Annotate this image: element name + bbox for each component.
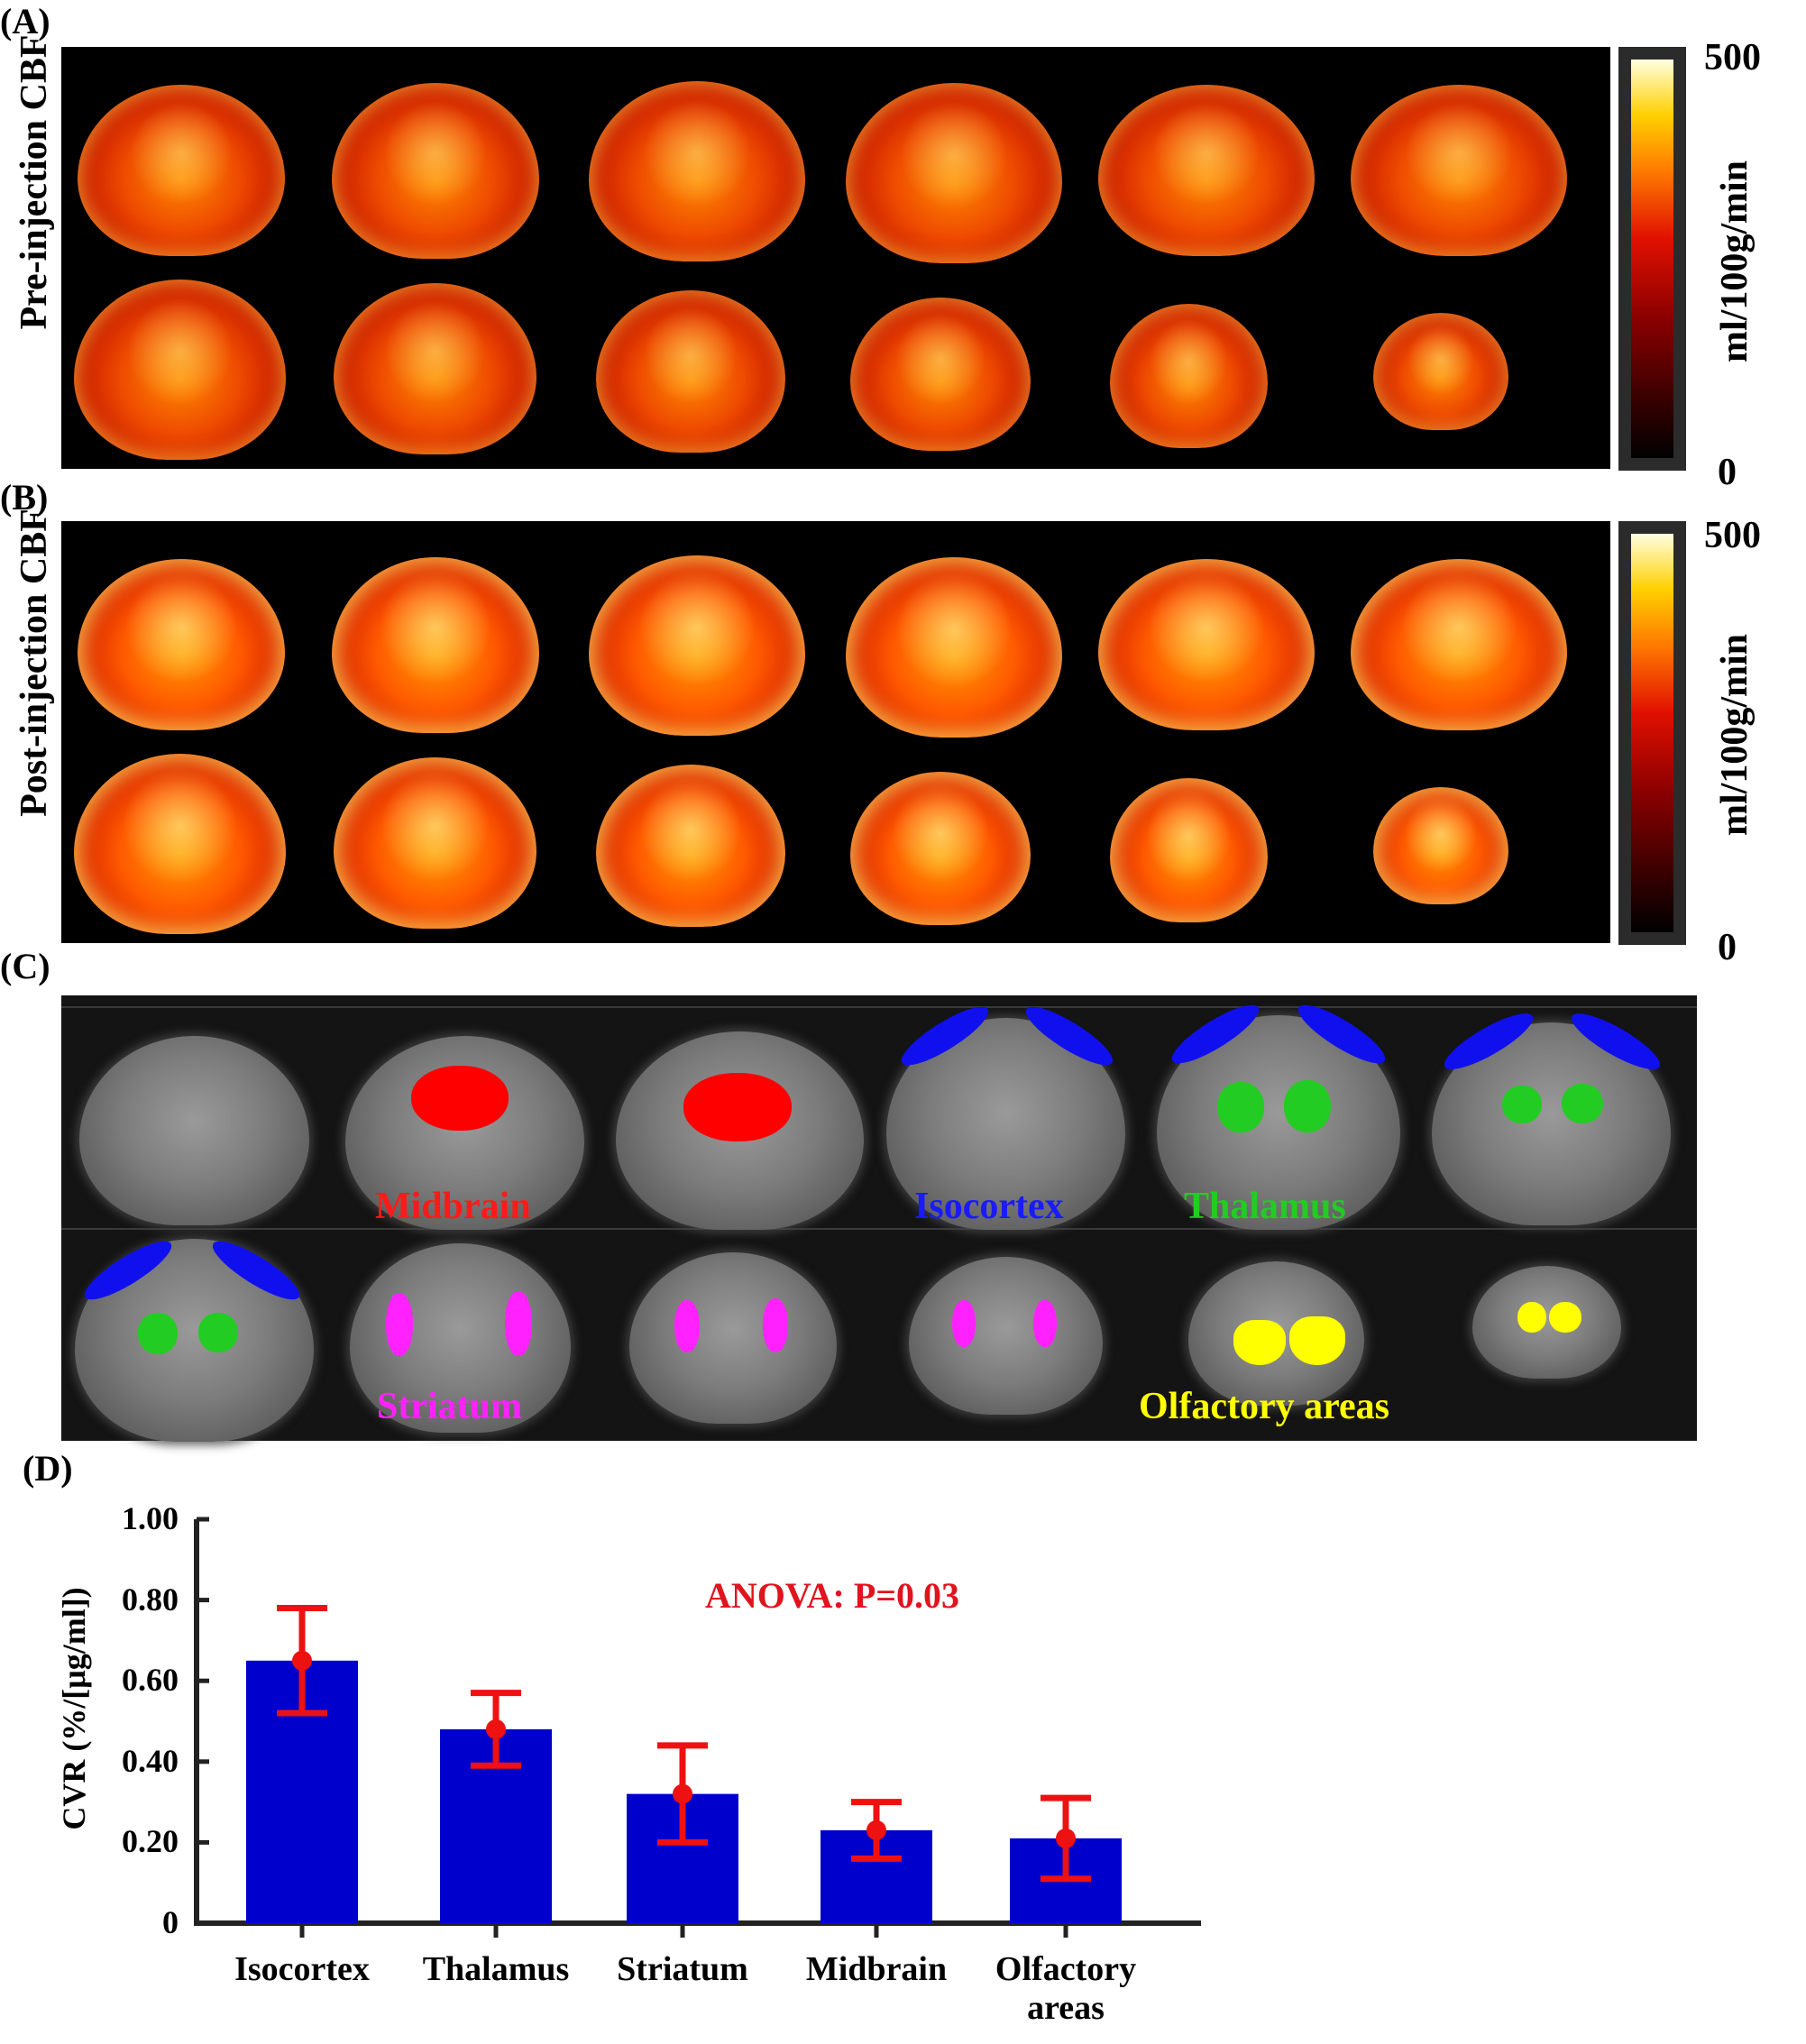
cbf-slice xyxy=(850,298,1031,451)
y-axis-label: CVR (%/[μg/ml]) xyxy=(56,1587,92,1830)
x-tick-label: Striatum xyxy=(617,1950,748,1988)
panel-b-ylabel: Post-injection CBF xyxy=(14,509,55,817)
mri-slice xyxy=(629,1252,837,1424)
cbf-slice xyxy=(334,283,536,454)
cbf-slice xyxy=(1373,787,1508,904)
roi-label-striatum: Striatum xyxy=(377,1386,522,1427)
colorbar-b-max: 500 xyxy=(1704,515,1761,556)
roi-label-isocortex: Isocortex xyxy=(914,1186,1064,1227)
roi-olfactory xyxy=(1517,1302,1546,1333)
bar xyxy=(440,1728,552,1923)
cbf-slice xyxy=(332,557,539,733)
cbf-slice xyxy=(846,557,1062,738)
roi-striatum xyxy=(952,1300,976,1347)
roi-striatum xyxy=(674,1300,700,1352)
cbf-slice xyxy=(596,765,785,927)
cbf-slice xyxy=(1351,559,1567,730)
panel-d-label: (D) xyxy=(23,1448,73,1489)
colorbar-a xyxy=(1618,47,1686,471)
cbf-slice xyxy=(1110,304,1268,448)
mri-slice xyxy=(1472,1266,1621,1379)
panel-c-label: (C) xyxy=(0,946,50,986)
pre-injection-cbf-maps xyxy=(61,47,1610,469)
x-tick-label: Olfactory areas xyxy=(995,1950,1137,2027)
roi-mri-panel: Midbrain Isocortex Thalamus Striatum Olf… xyxy=(61,995,1697,1442)
roi-label-thalamus: Thalamus xyxy=(1184,1186,1346,1227)
roi-striatum xyxy=(386,1293,413,1356)
cbf-slice xyxy=(1098,85,1315,256)
bar xyxy=(246,1660,358,1923)
anova-annotation: ANOVA: P=0.03 xyxy=(705,1575,960,1616)
roi-thalamus xyxy=(1284,1080,1331,1132)
roi-striatum xyxy=(763,1298,788,1352)
roi-thalamus xyxy=(138,1313,178,1354)
roi-midbrain xyxy=(411,1066,509,1131)
x-tick-label: Midbrain xyxy=(805,1950,948,1988)
y-tick-label: 1.00 xyxy=(122,1500,179,1536)
bar xyxy=(820,1829,932,1923)
mean-point xyxy=(673,1783,692,1804)
roi-olfactory xyxy=(1549,1302,1581,1333)
roi-label-olfactory: Olfactory areas xyxy=(1139,1386,1389,1427)
cbf-slice xyxy=(332,83,539,259)
roi-thalamus xyxy=(198,1313,238,1352)
cbf-slice xyxy=(596,290,785,453)
colorbar-a-min: 0 xyxy=(1718,452,1737,493)
roi-olfactory xyxy=(1289,1316,1345,1365)
roi-thalamus xyxy=(1502,1086,1542,1123)
mri-slice xyxy=(79,1036,309,1225)
y-tick-label: 0.80 xyxy=(122,1581,179,1618)
roi-label-midbrain: Midbrain xyxy=(375,1186,531,1227)
mean-point xyxy=(866,1819,886,1840)
cbf-slice xyxy=(850,772,1031,925)
cbf-slice xyxy=(1351,85,1567,256)
cbf-slice xyxy=(78,559,285,730)
bar xyxy=(627,1793,738,1923)
roi-olfactory xyxy=(1233,1320,1286,1365)
roi-thalamus xyxy=(1217,1082,1264,1132)
cbf-slice xyxy=(78,85,285,256)
mean-point xyxy=(292,1650,312,1671)
roi-striatum xyxy=(505,1291,532,1356)
bar xyxy=(1010,1838,1122,1923)
cbf-slice xyxy=(1110,778,1268,922)
mri-slice xyxy=(909,1257,1103,1415)
colorbar-b-unit: ml/100g/min xyxy=(1714,633,1756,837)
cbf-slice xyxy=(334,757,536,929)
cbf-slice xyxy=(589,555,805,736)
cbf-slice xyxy=(74,754,286,934)
x-tick-label: Isocortex xyxy=(234,1950,370,1988)
x-tick-label: Thalamus xyxy=(422,1950,570,1988)
colorbar-b xyxy=(1618,521,1686,945)
colorbar-a-unit: ml/100g/min xyxy=(1714,160,1756,363)
colorbar-b-min: 0 xyxy=(1718,927,1737,968)
y-tick-label: 0.60 xyxy=(122,1662,179,1699)
panel-b-label: (B) xyxy=(0,477,49,518)
cbf-slice xyxy=(846,83,1062,263)
roi-striatum xyxy=(1033,1300,1057,1347)
panel-a-label: (A) xyxy=(0,1,50,41)
roi-midbrain xyxy=(683,1073,792,1141)
cbf-slice xyxy=(1373,313,1508,430)
mean-point xyxy=(486,1719,506,1739)
post-injection-cbf-maps xyxy=(61,521,1610,943)
cbf-slice xyxy=(1098,559,1315,730)
panel-a-ylabel: Pre-injection CBF xyxy=(14,34,55,330)
colorbar-a-max: 500 xyxy=(1704,37,1761,78)
roi-thalamus xyxy=(1562,1084,1603,1123)
cbf-slice xyxy=(74,280,286,460)
cbf-slice xyxy=(589,81,805,261)
y-tick-label: 0 xyxy=(162,1904,179,1940)
y-tick-label: 0.20 xyxy=(122,1823,179,1860)
y-tick-label: 0.40 xyxy=(122,1742,179,1779)
mean-point xyxy=(1056,1828,1076,1848)
